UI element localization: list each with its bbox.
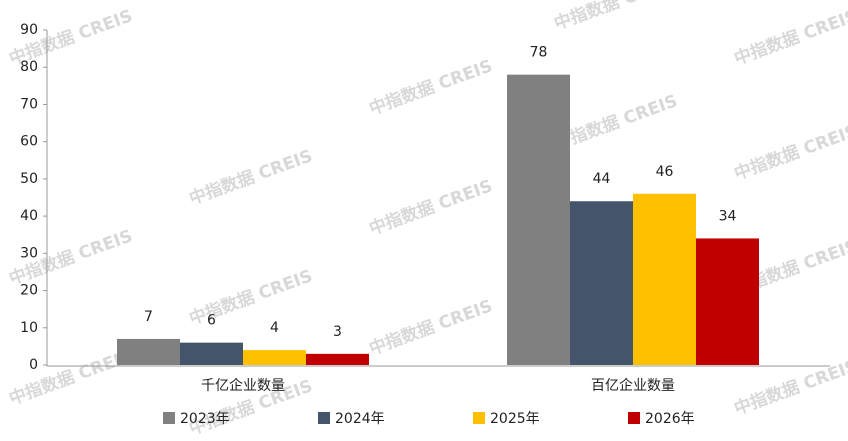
watermark: 中指数据 CREIS	[366, 295, 495, 359]
value-label: 4	[270, 320, 279, 336]
legend-swatch	[473, 412, 485, 424]
watermark: 中指数据 CREIS	[551, 0, 680, 34]
x-tick-label: 千亿企业数量	[201, 377, 285, 394]
y-tick-label: 10	[20, 320, 38, 336]
y-tick-label: 30	[20, 245, 38, 261]
watermark: 中指数据 CREIS	[186, 265, 315, 329]
legend-label: 2026年	[645, 411, 695, 427]
value-label: 7	[144, 309, 153, 325]
value-label: 3	[333, 324, 342, 340]
legend-swatch	[163, 412, 175, 424]
y-tick-label: 90	[20, 22, 38, 38]
watermark: 中指数据 CREIS	[551, 90, 680, 154]
value-label: 78	[530, 45, 548, 61]
watermark: 中指数据 CREIS	[366, 55, 495, 119]
y-tick-label: 70	[20, 96, 38, 112]
legend-label: 2024年	[335, 411, 385, 427]
legend-swatch	[318, 412, 330, 424]
y-tick-label: 0	[29, 357, 38, 373]
value-label: 46	[656, 164, 674, 180]
watermark: 中指数据 CREIS	[186, 145, 315, 209]
watermark: 中指数据 CREIS	[366, 175, 495, 239]
bar	[507, 74, 570, 366]
value-label: 34	[719, 208, 737, 224]
value-label: 6	[207, 313, 216, 329]
legend-label: 2025年	[490, 411, 540, 427]
y-tick-label: 20	[20, 283, 38, 299]
bar	[180, 342, 243, 365]
value-label: 44	[593, 171, 611, 187]
legend-label: 2023年	[180, 411, 230, 427]
bar	[570, 201, 633, 365]
y-tick-label: 50	[20, 171, 38, 187]
y-tick-label: 60	[20, 134, 38, 150]
watermark: 中指数据 CREIS	[6, 345, 135, 409]
bar	[117, 338, 180, 365]
legend-swatch	[628, 412, 640, 424]
y-tick-label: 80	[20, 59, 38, 75]
bar	[243, 350, 306, 365]
x-tick-label: 百亿企业数量	[591, 377, 675, 394]
bar	[696, 238, 759, 365]
bar	[633, 193, 696, 365]
watermark: 中指数据 CREIS	[731, 120, 848, 184]
watermark: 中指数据 CREIS	[731, 5, 848, 69]
bar	[306, 353, 369, 365]
y-tick-label: 40	[20, 208, 38, 224]
